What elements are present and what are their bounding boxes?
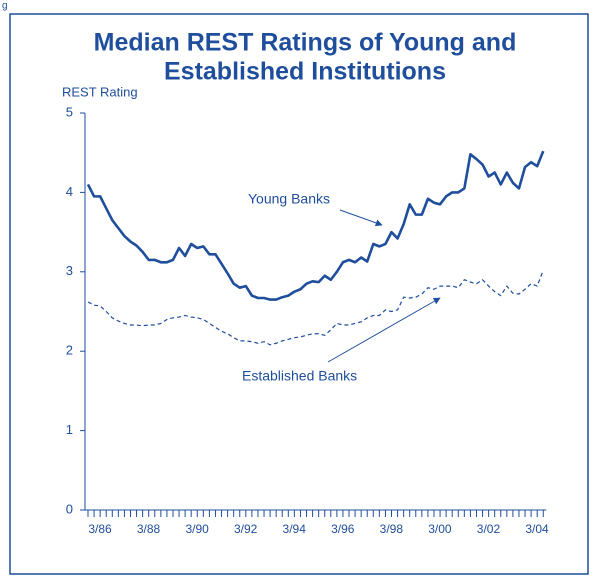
y-tick-label: 5 (66, 104, 73, 119)
y-tick-label: 4 (66, 184, 73, 199)
x-tick-label: 3/04 (525, 522, 549, 536)
y-tick-label: 2 (66, 343, 73, 358)
x-tick-label: 3/90 (185, 522, 209, 536)
x-tick-label: 3/94 (283, 522, 307, 536)
line-series (86, 150, 545, 301)
fragment: g (2, 1, 8, 12)
y-tick-label: 1 (66, 422, 73, 437)
x-tick-label: 3/86 (88, 522, 112, 536)
x-tick-label: 3/96 (331, 522, 355, 536)
x-tick-label: 3/88 (137, 522, 161, 536)
arrow (327, 297, 441, 363)
chart-title: Established Institutions (164, 58, 446, 86)
y-axis-label: REST Rating (62, 84, 138, 99)
annotation: Established Banks (242, 368, 357, 384)
chart-title: Median REST Ratings of Young and (94, 29, 517, 57)
x-tick-label: 3/00 (428, 522, 452, 536)
x-tick-label: 3/02 (477, 522, 501, 536)
x-tick-label: 3/92 (234, 522, 258, 536)
line-series (87, 269, 544, 346)
annotation: Young Banks (248, 191, 330, 207)
y-tick-label: 3 (66, 263, 73, 278)
y-tick-label: 0 (66, 501, 73, 516)
x-tick-label: 3/98 (380, 522, 404, 536)
arrow (339, 209, 383, 227)
frame (9, 13, 589, 575)
